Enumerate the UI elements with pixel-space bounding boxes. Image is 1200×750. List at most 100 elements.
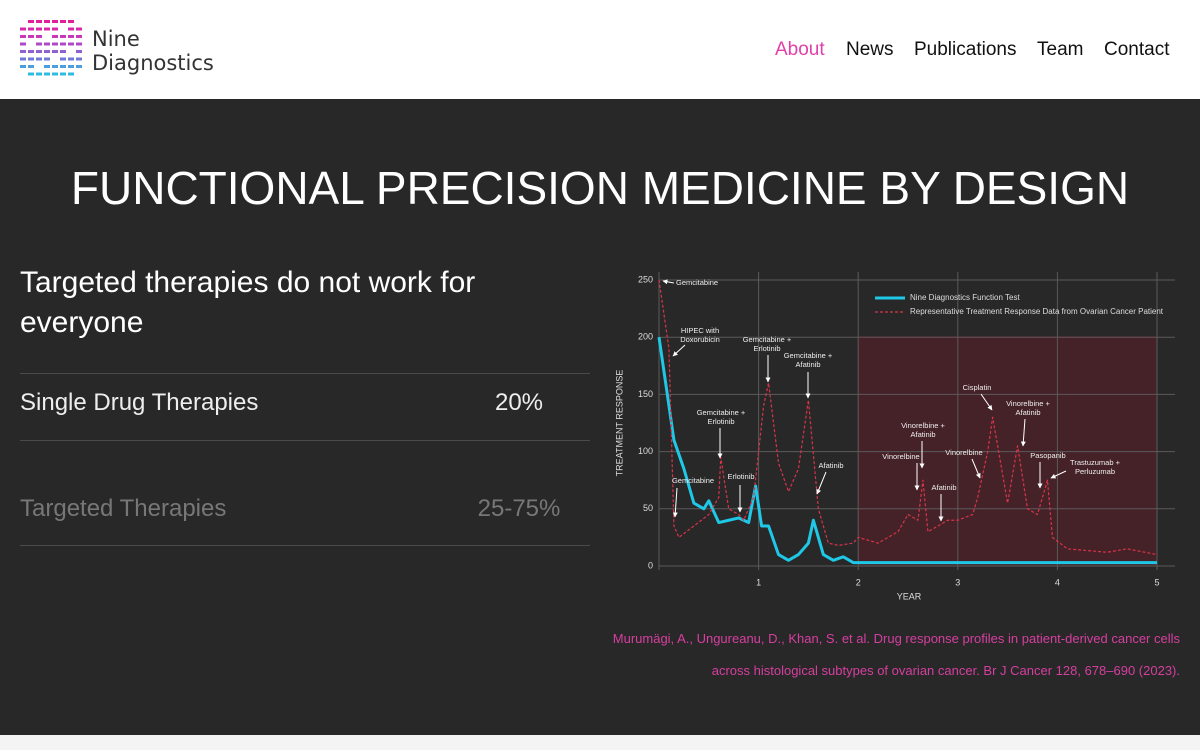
- divider: [20, 440, 590, 441]
- row-label: Single Drug Therapies: [20, 389, 259, 416]
- x-tick-label: 2: [856, 577, 861, 587]
- annotation: Gemcitabine +: [697, 408, 746, 417]
- annotation: Afatinib: [1015, 408, 1040, 417]
- annotation: Trastuzumab +: [1070, 458, 1121, 467]
- comparison-heading: Targeted therapies do not work for every…: [20, 266, 476, 339]
- logo-pixel: [28, 72, 34, 76]
- logo-pixel: [44, 27, 50, 31]
- logo-pixel: [36, 72, 42, 76]
- logo-pixel: [52, 27, 58, 31]
- annotation-arrow: [672, 344, 686, 357]
- logo-pixel: [20, 57, 26, 61]
- logo-pixel: [36, 35, 42, 38]
- annotation: Gemcitabine +: [743, 335, 792, 344]
- logo-pixel: [52, 50, 58, 53]
- annotation: Gemcitabine +: [784, 351, 833, 360]
- logo-pixel: [36, 20, 42, 23]
- logo-pixel: [60, 65, 66, 68]
- y-tick-label: 0: [648, 560, 653, 570]
- nav-link[interactable]: About: [775, 39, 825, 60]
- logo-pixel: [28, 50, 34, 53]
- annotation-arrow: [980, 393, 993, 411]
- logo-pixel: [44, 72, 50, 76]
- logo-mark[interactable]: [20, 20, 82, 80]
- annotation-arrow: [1020, 418, 1026, 447]
- logo-pixel: [44, 57, 50, 61]
- x-tick-label: 4: [1055, 577, 1060, 587]
- logo-pixel: [20, 50, 26, 53]
- annotation-arrow: [1050, 470, 1067, 479]
- logo-pixel: [60, 42, 66, 46]
- annotation: Afatinib: [910, 430, 935, 439]
- logo-pixel: [36, 50, 42, 53]
- logo-pixel: [44, 65, 50, 68]
- logo-pixel: [60, 35, 66, 38]
- logo-pixel: [20, 27, 26, 31]
- annotation: Vinorelbine: [882, 452, 919, 461]
- annotation: Gemcitabine: [672, 476, 714, 485]
- logo-pixel: [60, 72, 66, 76]
- logo-pixel: [20, 65, 26, 68]
- hero-title: FUNCTIONAL PRECISION MEDICINE BY DESIGN: [70, 162, 1130, 214]
- logo-pixel: [52, 20, 58, 23]
- logo-pixel: [68, 35, 74, 38]
- y-tick-label: 100: [638, 446, 653, 456]
- logo-pixel: [28, 27, 34, 31]
- annotation: Vinorelbine: [945, 448, 982, 457]
- logo-pixel: [52, 72, 58, 76]
- y-tick-label: 250: [638, 274, 653, 284]
- logo-pixel: [68, 72, 74, 76]
- logo-pixel: [68, 27, 74, 31]
- logo-pixel: [52, 42, 58, 46]
- annotation: Perluzumab: [1075, 467, 1115, 476]
- logo-pixel: [60, 57, 66, 61]
- logo-pixel: [28, 35, 34, 38]
- logo-pixel: [44, 20, 50, 23]
- y-axis-label: TREATMENT RESPONSE: [614, 370, 624, 477]
- logo-pixel: [76, 65, 82, 68]
- logo-pixel: [44, 42, 50, 46]
- logo-pixel: [28, 65, 34, 68]
- nav-link[interactable]: Team: [1037, 39, 1084, 60]
- logo-pixel: [76, 57, 82, 61]
- annotation: Erlotinib: [753, 344, 780, 353]
- annotation: Doxorubicin: [680, 335, 720, 344]
- logo-pixel: [44, 50, 50, 53]
- nav-link[interactable]: Contact: [1104, 39, 1170, 60]
- legend-label: Representative Treatment Response Data f…: [910, 307, 1164, 316]
- logo-pixel: [28, 57, 34, 61]
- logo-pixel: [28, 20, 34, 23]
- logo-pixel: [60, 20, 66, 23]
- annotation: Afatinib: [795, 360, 820, 369]
- annotation: Pasopanib: [1030, 451, 1065, 460]
- annotation-arrow: [662, 279, 675, 285]
- logo-text[interactable]: Diagnostics: [92, 51, 214, 75]
- annotation-arrow: [971, 458, 981, 479]
- annotation: Afatinib: [931, 483, 956, 492]
- logo-pixel: [52, 65, 58, 68]
- logo-pixel: [52, 35, 58, 38]
- nav-link[interactable]: News: [846, 39, 894, 60]
- annotation: HIPEC with: [681, 326, 719, 335]
- data-line: [657, 336, 1157, 565]
- annotation: Afatinib: [818, 461, 843, 470]
- logo-pixel: [76, 27, 82, 31]
- logo-pixel: [36, 42, 42, 46]
- nav-link[interactable]: Publications: [914, 39, 1017, 60]
- x-tick-label: 5: [1154, 577, 1159, 587]
- logo-pixel: [76, 35, 82, 38]
- logo-pixel: [68, 42, 74, 46]
- x-axis-label: YEAR: [897, 591, 922, 601]
- logo-pixel: [76, 42, 82, 46]
- divider: [20, 545, 590, 546]
- citation[interactable]: Murumägi, A., Ungureanu, D., Khan, S. et…: [612, 631, 1180, 678]
- x-tick-label: 1: [756, 577, 761, 587]
- logo-pixel: [68, 57, 74, 61]
- y-tick-label: 50: [643, 503, 653, 513]
- header: Nine Diagnostics About News Publications…: [0, 0, 1200, 99]
- shaded-region: [858, 336, 1157, 566]
- logo-text[interactable]: Nine: [92, 27, 140, 51]
- legend-label: Nine Diagnostics Function Test: [910, 293, 1020, 302]
- annotation: Vinorelbine +: [901, 421, 945, 430]
